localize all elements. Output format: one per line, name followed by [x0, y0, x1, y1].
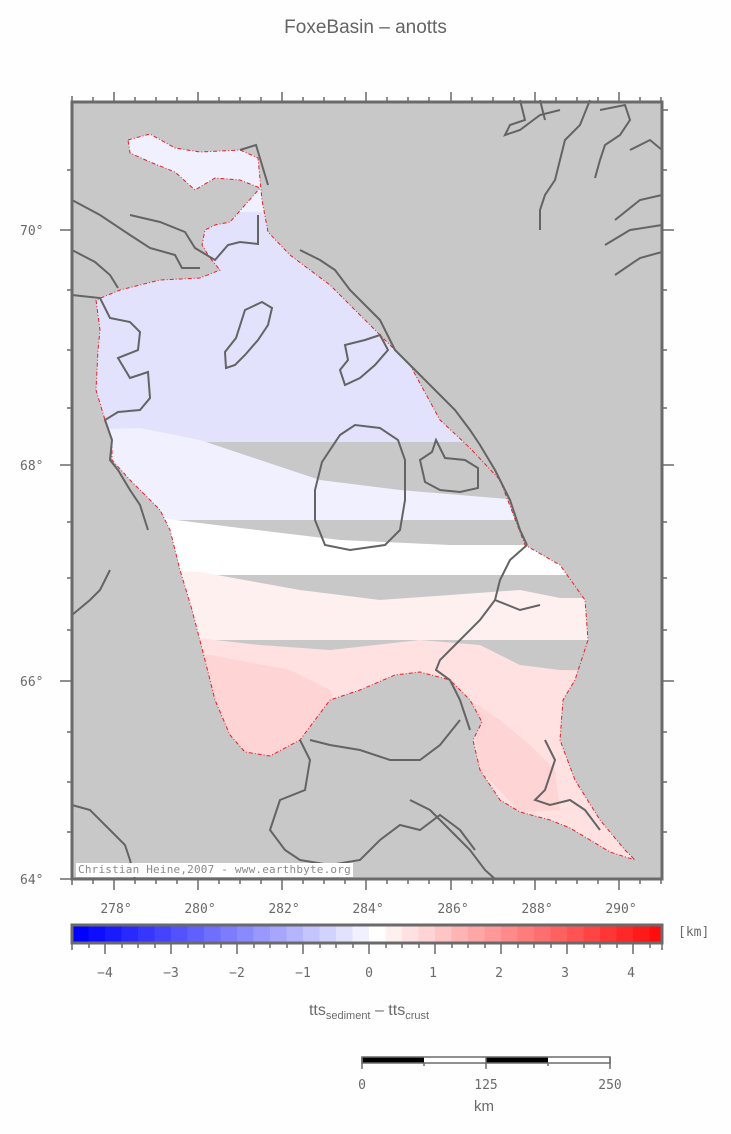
coastlines — [71, 99, 663, 880]
map-panel — [60, 92, 674, 890]
cb-label: −2 — [229, 966, 245, 981]
xlabel-sub2: crust — [405, 1010, 430, 1022]
credit-text: Christian Heine,2007 - www.earthbyte.org — [76, 863, 353, 877]
right-ticks — [662, 109, 674, 833]
lat-label-66: 66° — [20, 675, 43, 690]
top-ticks — [71, 92, 662, 102]
colorbar — [70, 923, 664, 954]
lon-label-282: 282° — [268, 902, 299, 917]
lon-label-284: 284° — [352, 902, 383, 917]
cb-label: −1 — [295, 966, 311, 981]
lon-label-280: 280° — [184, 902, 215, 917]
xlabel-sub1: sediment — [325, 1010, 371, 1022]
colorbar-unit: [km] — [678, 925, 710, 940]
map-title: FoxeBasin – anotts — [284, 17, 447, 38]
lon-label-290: 290° — [605, 902, 636, 917]
cb-label: 1 — [429, 966, 437, 981]
lon-labels: 278° 280° 282° 284° 286° 288° 290° — [100, 902, 636, 917]
scale-unit: km — [474, 1098, 494, 1115]
scale-label-125: 125 — [474, 1078, 497, 1093]
scale-label-250: 250 — [598, 1078, 621, 1093]
lat-label-70: 70° — [20, 224, 43, 239]
bottom-ticks — [71, 879, 662, 890]
cb-label: −3 — [163, 966, 179, 981]
colorbar-title: ttssediment – ttscrust — [0, 1002, 731, 1022]
cb-label: 0 — [365, 966, 373, 981]
xlabel-sep: – — [370, 1002, 389, 1019]
map-frame — [70, 100, 664, 881]
cb-label: 2 — [495, 966, 503, 981]
colorbar-labels: −4 −3 −2 −1 0 1 2 3 4 — [97, 966, 635, 981]
lon-label-278: 278° — [100, 902, 131, 917]
scale-labels: 0 125 250 — [358, 1078, 622, 1093]
xlabel-main1: tts — [308, 1002, 326, 1019]
lat-label-64: 64° — [20, 873, 43, 888]
cb-label: −4 — [97, 966, 113, 981]
cb-label: 3 — [561, 966, 569, 981]
xlabel-main2: tts — [388, 1002, 406, 1019]
left-ticks — [60, 169, 72, 880]
lon-label-286: 286° — [437, 902, 468, 917]
scale-bar — [361, 1056, 611, 1069]
cb-label: 4 — [627, 966, 635, 981]
lon-label-288: 288° — [521, 902, 552, 917]
scale-label-0: 0 — [358, 1078, 366, 1093]
lat-label-68: 68° — [20, 459, 43, 474]
basin-outline — [95, 133, 636, 861]
lat-labels: 70° 68° 66° 64° — [20, 224, 43, 888]
